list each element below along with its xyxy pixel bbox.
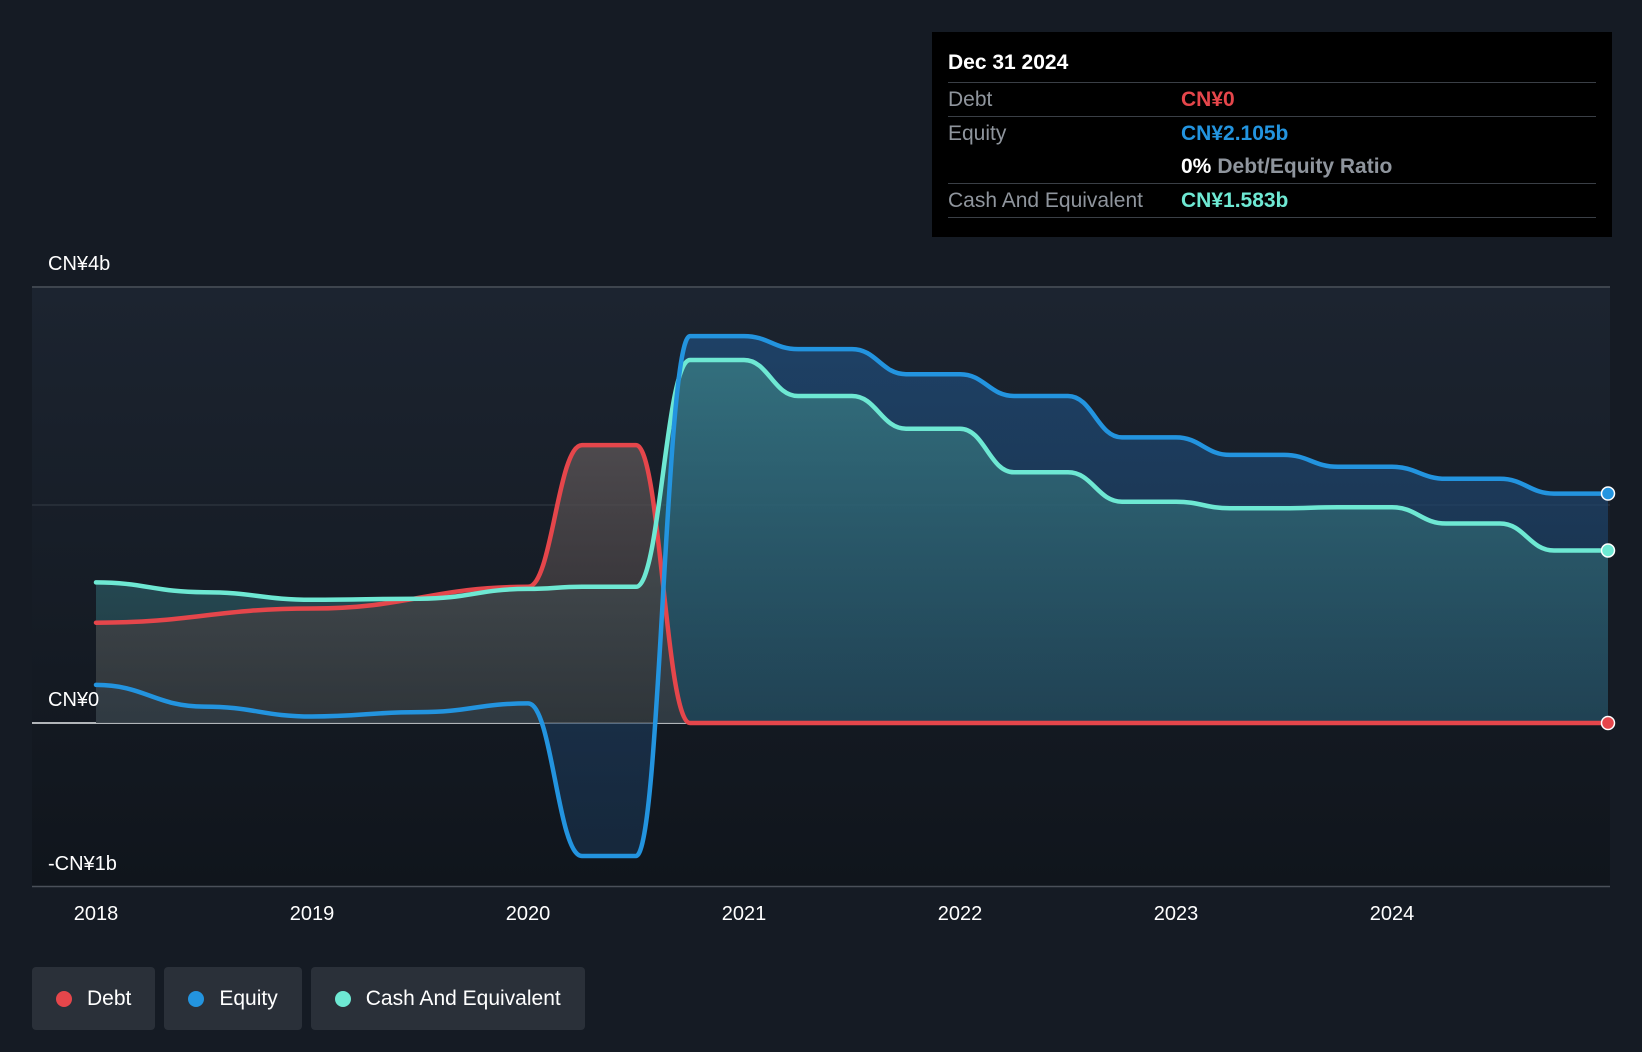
tooltip-debt-value: CN¥0 bbox=[1181, 88, 1235, 111]
legend-debt-label: Debt bbox=[87, 986, 132, 1010]
y-tick-label: -CN¥1b bbox=[48, 853, 117, 875]
tooltip-ratio: 0% Debt/Equity Ratio bbox=[1181, 150, 1392, 183]
x-tick-label: 2022 bbox=[938, 903, 983, 925]
tooltip-ratio-spacer bbox=[948, 150, 1181, 183]
debt-end-marker[interactable] bbox=[1600, 715, 1616, 731]
tooltip-cash-label: Cash And Equivalent bbox=[948, 189, 1143, 212]
equity-dot-icon bbox=[188, 990, 205, 1007]
x-tick-label: 2020 bbox=[506, 903, 551, 925]
tooltip-cash-value: CN¥1.583b bbox=[1181, 189, 1289, 212]
equity-line bbox=[93, 333, 1611, 859]
equity-end-marker[interactable] bbox=[1600, 486, 1616, 501]
legend-equity-label: Equity bbox=[219, 986, 278, 1010]
x-tick-label: 2024 bbox=[1370, 903, 1415, 925]
debt-dot-icon bbox=[56, 990, 72, 1007]
debt-line bbox=[93, 442, 1611, 726]
cash-and-equivalent-line bbox=[93, 357, 1611, 603]
x-tick-label: 2018 bbox=[74, 903, 119, 925]
tooltip-row-debt: Debt CN¥0 bbox=[948, 82, 1596, 116]
tooltip-equity-value: CN¥2.105b bbox=[1181, 122, 1289, 145]
x-tick-label: 2019 bbox=[290, 903, 335, 925]
series-lines bbox=[93, 333, 1611, 859]
x-tick-label: 2021 bbox=[722, 903, 767, 925]
tooltip-date: Dec 31 2024 bbox=[948, 51, 1069, 74]
end-markers bbox=[1600, 486, 1616, 731]
y-axis-labels: CN¥4b CN¥0 -CN¥1b bbox=[48, 253, 117, 875]
y-tick-label: CN¥4b bbox=[48, 253, 110, 275]
series-areas bbox=[96, 336, 1608, 857]
tooltip-debt-label: Debt bbox=[948, 88, 993, 111]
legend: Debt Equity Cash And Equivalent bbox=[32, 967, 585, 1030]
x-tick-label: 2023 bbox=[1154, 903, 1199, 925]
legend-item-cash[interactable]: Cash And Equivalent bbox=[310, 967, 585, 1030]
tooltip-ratio-label: Debt/Equity Ratio bbox=[1217, 155, 1393, 178]
x-axis-labels: 2018 2019 2020 2021 2022 2023 2024 bbox=[74, 903, 1415, 925]
tooltip-equity-label: Equity bbox=[948, 122, 1007, 145]
legend-cash-label: Cash And Equivalent bbox=[365, 986, 561, 1010]
cash-and-equivalent-end-marker[interactable] bbox=[1600, 543, 1616, 558]
legend-item-debt[interactable]: Debt bbox=[32, 967, 156, 1030]
tooltip-ratio-value: 0% bbox=[1181, 155, 1212, 178]
tooltip-row-ratio: 0% Debt/Equity Ratio bbox=[948, 150, 1596, 183]
legend-item-equity[interactable]: Equity bbox=[164, 967, 302, 1030]
y-tick-label: CN¥0 bbox=[48, 689, 99, 711]
tooltip-panel: Dec 31 2024 Debt CN¥0 Equity CN¥2.105b 0… bbox=[932, 32, 1612, 237]
debt-area bbox=[96, 445, 1608, 723]
cash-dot-icon bbox=[334, 990, 351, 1007]
tooltip-row-cash: Cash And Equivalent CN¥1.583b bbox=[948, 183, 1596, 218]
tooltip-row-equity: Equity CN¥2.105b bbox=[948, 116, 1596, 150]
